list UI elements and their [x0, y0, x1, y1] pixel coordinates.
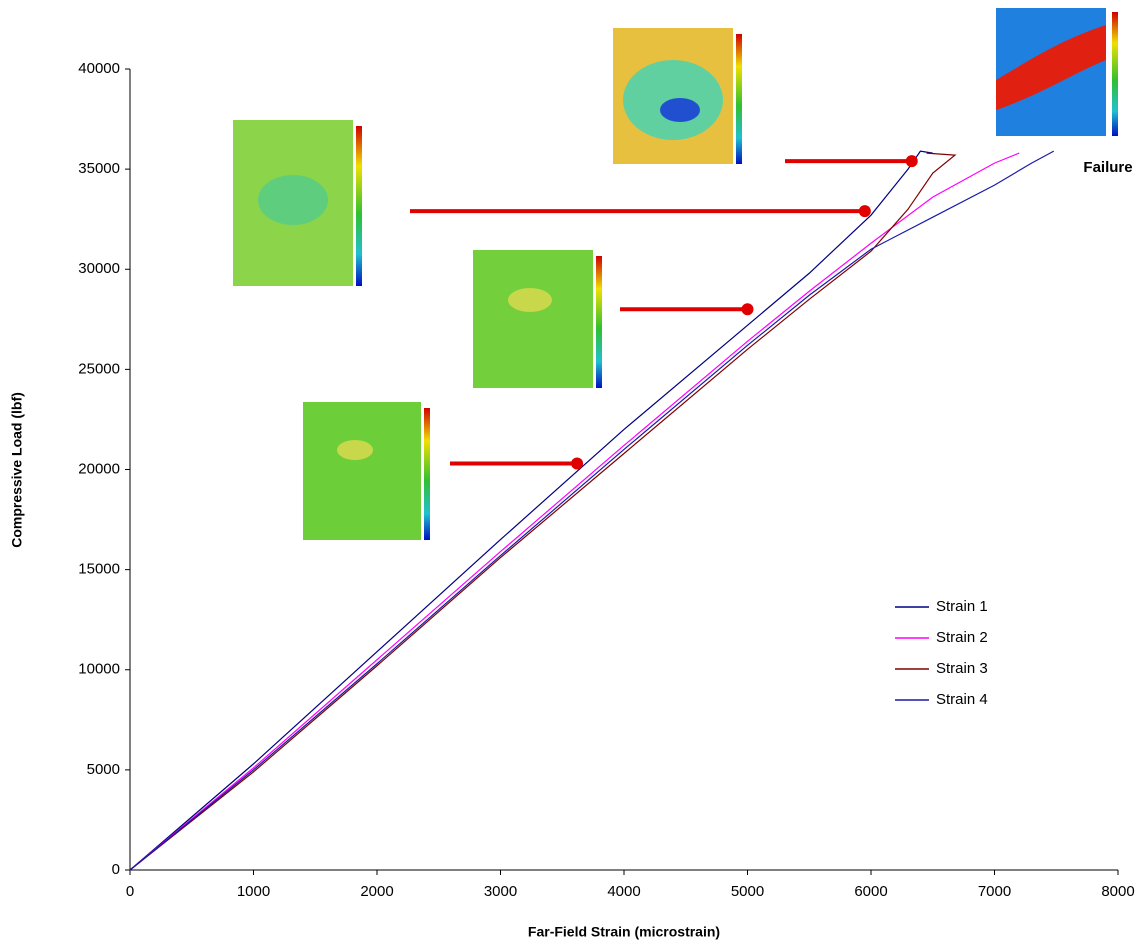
legend-label: Strain 3 — [936, 660, 988, 677]
y-tick-label: 5000 — [87, 761, 120, 778]
y-tick-label: 30000 — [78, 260, 120, 277]
y-tick-label: 40000 — [78, 60, 120, 77]
y-axis-title: Compressive Load (lbf) — [9, 392, 25, 548]
x-tick-label: 7000 — [978, 883, 1011, 900]
x-tick-label: 5000 — [731, 883, 764, 900]
inset — [996, 8, 1118, 136]
inset — [473, 250, 602, 388]
y-tick-label: 10000 — [78, 661, 120, 678]
marker — [906, 155, 918, 167]
legend-label: Strain 4 — [936, 691, 988, 708]
y-tick-label: 25000 — [78, 360, 120, 377]
x-tick-label: 2000 — [360, 883, 393, 900]
marker — [571, 457, 583, 469]
x-tick-label: 4000 — [607, 883, 640, 900]
x-tick-label: 8000 — [1101, 883, 1134, 900]
y-tick-label: 35000 — [78, 160, 120, 177]
x-tick-label: 1000 — [237, 883, 270, 900]
annotation: Failure — [1083, 159, 1132, 176]
chart: Far-Field Strain (microstrain) Compressi… — [0, 0, 1141, 945]
marker — [859, 205, 871, 217]
y-tick-label: 20000 — [78, 460, 120, 477]
x-axis-title: Far-Field Strain (microstrain) — [528, 924, 720, 940]
inset — [613, 28, 742, 164]
x-tick-label: 6000 — [854, 883, 887, 900]
legend-label: Strain 2 — [936, 629, 988, 646]
inset — [303, 402, 430, 540]
y-tick-label: 0 — [112, 861, 120, 878]
marker — [742, 303, 754, 315]
x-tick-label: 3000 — [484, 883, 517, 900]
inset — [233, 120, 362, 286]
y-tick-label: 15000 — [78, 561, 120, 578]
inset-images — [233, 8, 1118, 540]
legend-label: Strain 1 — [936, 598, 988, 615]
page: {"chart_data": { "type": "line", "x_labe… — [0, 0, 1141, 950]
x-tick-label: 0 — [126, 883, 134, 900]
